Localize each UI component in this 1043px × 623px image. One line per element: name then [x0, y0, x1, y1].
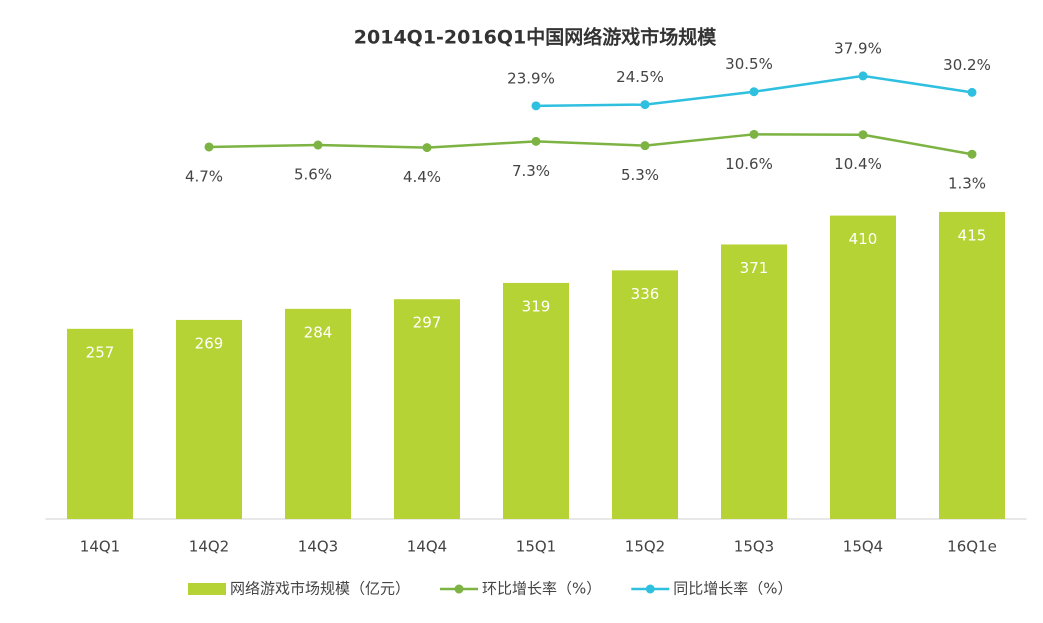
x-tick-label: 14Q1: [80, 538, 120, 556]
bar: [939, 211, 1005, 519]
legend-swatch: [188, 583, 226, 595]
bar-value-label: 371: [740, 259, 769, 277]
line-value-label: 5.3%: [621, 166, 659, 184]
line-point: [640, 100, 650, 110]
line-point: [858, 71, 868, 81]
legend-label: 环比增长率（%）: [482, 580, 601, 598]
line-point: [422, 143, 432, 153]
x-tick-label: 15Q2: [625, 538, 665, 556]
x-tick-label: 14Q4: [407, 538, 447, 556]
line-point: [640, 141, 650, 151]
line-point: [858, 130, 868, 140]
bar: [503, 282, 569, 519]
line: [208, 133, 973, 156]
legend-label: 同比增长率（%）: [673, 580, 792, 598]
bar-value-label: 297: [413, 314, 442, 332]
legend-swatch-dot: [454, 584, 464, 594]
line-value-label: 37.9%: [834, 39, 882, 57]
line-value-label: 30.2%: [943, 56, 991, 74]
line-value-label: 4.7%: [185, 167, 223, 185]
bar: [721, 244, 787, 519]
bar-value-label: 415: [958, 226, 987, 244]
line-value-label: 4.4%: [403, 168, 441, 186]
bar: [285, 308, 351, 519]
x-tick-label: 15Q3: [734, 538, 774, 556]
bar: [394, 299, 460, 519]
bar: [612, 270, 678, 519]
line-point: [749, 87, 759, 97]
line-point: [313, 140, 323, 150]
line-value-label: 5.6%: [294, 166, 332, 184]
bar: [176, 319, 242, 519]
line-point: [967, 87, 977, 97]
line-value-label: 23.9%: [507, 69, 555, 87]
x-tick-label: 16Q1e: [947, 538, 997, 556]
line-point: [531, 136, 541, 146]
line-point: [967, 149, 977, 159]
line-value-label: 30.5%: [725, 55, 773, 73]
x-tick-label: 14Q2: [189, 538, 229, 556]
bar-value-label: 410: [849, 230, 878, 248]
line-value-label: 1.3%: [948, 175, 986, 193]
x-tick-label: 14Q3: [298, 538, 338, 556]
legend-swatch-dot: [645, 584, 655, 594]
line-value-label: 10.4%: [834, 155, 882, 173]
line-value-label: 10.6%: [725, 155, 773, 173]
legend-label: 网络游戏市场规模（亿元）: [230, 580, 410, 598]
bar-value-label: 257: [86, 343, 115, 361]
bar-value-label: 284: [304, 323, 333, 341]
line-point: [204, 142, 214, 152]
x-tick-label: 15Q4: [843, 538, 883, 556]
chart-title: 2014Q1-2016Q1中国网络游戏市场规模: [354, 26, 717, 49]
bar: [830, 215, 896, 519]
line-value-label: 7.3%: [512, 162, 550, 180]
bar-value-label: 319: [522, 297, 551, 315]
bar-value-label: 269: [195, 334, 224, 352]
bar: [67, 328, 133, 519]
line-value-label: 24.5%: [616, 68, 664, 86]
line-point: [749, 129, 759, 139]
x-tick-label: 15Q1: [516, 538, 556, 556]
line-point: [531, 101, 541, 111]
bar-value-label: 336: [631, 285, 660, 303]
